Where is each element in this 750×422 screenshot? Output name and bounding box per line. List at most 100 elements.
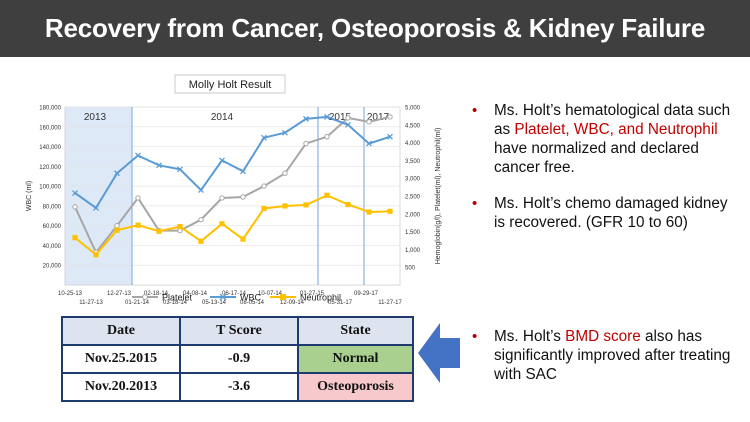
data-point-wbc bbox=[261, 134, 267, 141]
data-point-platelet bbox=[219, 195, 225, 201]
data-point-neutrophil bbox=[72, 235, 78, 241]
data-point-wbc bbox=[198, 187, 204, 194]
data-point-wbc bbox=[345, 121, 351, 128]
x-tick-label: 06-17-14 bbox=[222, 291, 247, 297]
y-tick-label: 160,000 bbox=[39, 125, 61, 131]
legend-marker-platelet bbox=[142, 294, 148, 300]
data-point-wbc bbox=[387, 133, 393, 140]
data-point-neutrophil bbox=[261, 205, 267, 212]
data-point-platelet bbox=[240, 194, 246, 200]
data-point-platelet bbox=[324, 133, 330, 140]
bullet-bmd: • Ms. Holt’s BMD score also has significa… bbox=[472, 327, 740, 384]
cell-date: Nov.20.2013 bbox=[61, 372, 181, 402]
x-tick-label: 02-18-14 bbox=[144, 291, 169, 297]
header-t-score: T Score bbox=[179, 316, 299, 346]
x-tick-label: 12-27-13 bbox=[107, 291, 132, 297]
x-tick-label: 11-27-17 bbox=[378, 300, 402, 306]
y-tick-label: 120,000 bbox=[39, 165, 61, 171]
data-point-neutrophil bbox=[303, 202, 309, 208]
bullet-kidney: • Ms. Holt’s chemo damaged kidney is reco… bbox=[472, 194, 740, 232]
table-row: Nov.20.2013 -3.6 Osteoporosis bbox=[61, 372, 414, 402]
data-point-wbc bbox=[114, 170, 120, 177]
y-tick-label: 80,000 bbox=[43, 204, 62, 210]
data-point-neutrophil bbox=[177, 224, 183, 230]
x-tick-label: 11-27-13 bbox=[79, 300, 103, 306]
bullet-hematology: • Ms. Holt’s hematological data such as P… bbox=[472, 101, 740, 177]
bullet-dot-icon: • bbox=[472, 195, 478, 212]
data-point-neutrophil bbox=[240, 236, 246, 242]
data-point-wbc bbox=[93, 204, 99, 211]
y-tick-label: 100,000 bbox=[39, 185, 61, 191]
data-point-platelet bbox=[303, 140, 309, 147]
bullet-text: Ms. Holt’s chemo damaged kidney is recov… bbox=[494, 195, 728, 231]
line-chart: Molly Holt Result 2013 2014 2015 2017 20,000 4… bbox=[26, 74, 442, 306]
header-date: Date bbox=[61, 316, 181, 346]
y2-axis-label: Hemoglobin(g/l), Platelet(ml), Neutrophi… bbox=[435, 128, 442, 265]
data-point-platelet bbox=[135, 195, 141, 201]
data-point-wbc bbox=[303, 115, 309, 122]
data-point-wbc bbox=[366, 140, 372, 147]
year-label: 2017 bbox=[367, 112, 390, 123]
data-point-platelet bbox=[114, 222, 120, 229]
data-point-platelet bbox=[282, 170, 288, 176]
data-point-neutrophil bbox=[387, 208, 393, 214]
data-point-wbc bbox=[156, 162, 162, 169]
x-tick-label: 10-25-13 bbox=[58, 291, 83, 297]
x-tick-label: 08-05-14 bbox=[240, 300, 265, 306]
data-point-neutrophil bbox=[156, 228, 162, 234]
data-point-platelet bbox=[345, 115, 351, 121]
bullet-text: Ms. Holt’s hematological data such as Pl… bbox=[494, 102, 730, 176]
cell-date: Nov.25.2015 bbox=[61, 344, 181, 374]
data-point-wbc bbox=[240, 168, 246, 175]
data-point-wbc bbox=[219, 157, 225, 164]
legend-label: Platelet bbox=[162, 293, 193, 303]
x-tick-label: 12-09-14 bbox=[280, 300, 305, 306]
year-label: 2013 bbox=[84, 112, 107, 123]
table-header-row: Date T Score State bbox=[61, 316, 414, 346]
left-arrow-icon bbox=[418, 323, 460, 383]
x-tick-label: 01-21-14 bbox=[125, 300, 150, 306]
y-tick-label: 180,000 bbox=[39, 106, 61, 112]
title-bar: Recovery from Cancer, Osteoporosis & Kid… bbox=[0, 0, 750, 57]
y2-tick-label: 500 bbox=[405, 266, 416, 272]
y-tick-label: 60,000 bbox=[43, 224, 62, 230]
y2-tick-label: 5,000 bbox=[405, 106, 421, 112]
data-point-wbc bbox=[135, 152, 141, 159]
year-label: 2015 bbox=[329, 112, 352, 123]
x-tick-label: 04-08-14 bbox=[183, 291, 208, 297]
data-point-platelet bbox=[72, 204, 78, 210]
data-point-neutrophil bbox=[366, 209, 372, 215]
data-point-platelet bbox=[198, 217, 204, 223]
highlight-text: Platelet, WBC, and Neutrophil bbox=[514, 121, 718, 138]
year-label: 2014 bbox=[211, 112, 234, 123]
bullet-text-segment: Ms. Holt’s hematological data such as bbox=[494, 102, 731, 138]
y2-tick-label: 1,500 bbox=[405, 230, 421, 236]
data-point-wbc bbox=[72, 190, 78, 196]
series-line-wbc bbox=[74, 115, 391, 210]
bullet-text-segment: also has significantly improved after tr… bbox=[494, 328, 731, 383]
chart-title-box bbox=[174, 74, 286, 94]
y-axis-label: WBC (ml) bbox=[26, 181, 33, 211]
data-point-neutrophil bbox=[282, 203, 288, 209]
y-tick-label: 20,000 bbox=[43, 264, 62, 270]
data-point-wbc bbox=[282, 129, 288, 136]
data-point-platelet bbox=[261, 183, 267, 189]
bullet-dot-icon: • bbox=[472, 102, 478, 119]
data-point-neutrophil bbox=[324, 192, 330, 198]
y2-tick-label: 3,500 bbox=[405, 159, 421, 165]
data-point-platelet bbox=[366, 119, 372, 125]
y2-tick-label: 4,500 bbox=[405, 123, 421, 129]
y2-tick-label: 4,000 bbox=[405, 141, 421, 147]
x-tick-label: 10-07-14 bbox=[258, 291, 283, 297]
data-point-neutrophil bbox=[345, 201, 351, 208]
legend-marker-wbc bbox=[219, 293, 227, 301]
bullet-text-segment: Ms. Holt’s bbox=[494, 328, 566, 345]
highlight-text: BMD score bbox=[565, 328, 641, 345]
x-tick-label: 05-13-14 bbox=[202, 300, 227, 306]
data-point-wbc bbox=[324, 113, 330, 120]
series-line-neutrophil bbox=[74, 194, 391, 257]
table-row: Nov.25.2015 -0.9 Normal bbox=[61, 344, 414, 374]
header-state: State bbox=[297, 316, 414, 346]
y2-tick-label: 3,000 bbox=[405, 177, 421, 183]
legend-marker-neutrophil bbox=[280, 294, 286, 300]
